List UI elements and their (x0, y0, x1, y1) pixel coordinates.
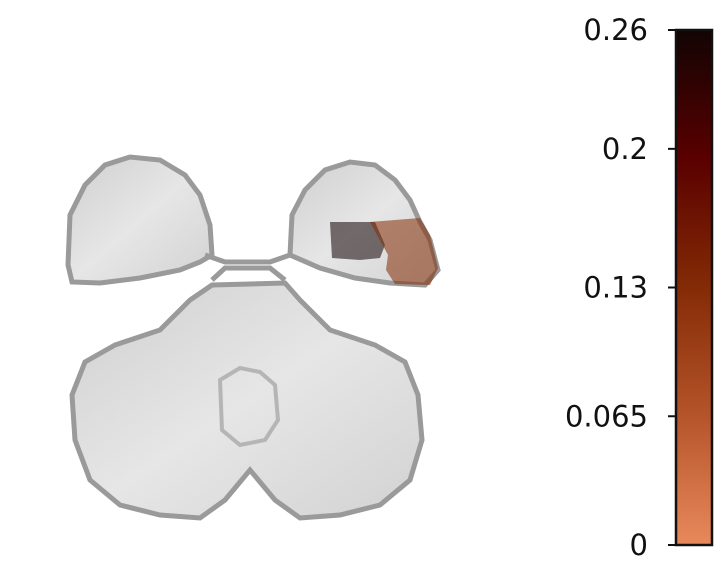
tick-label: 0 (630, 528, 648, 562)
tick-label: 0.13 (583, 271, 648, 305)
overlay (330, 218, 438, 285)
brain (65, 154, 441, 521)
tick-label: 0.065 (565, 399, 648, 433)
tick-label: 0.2 (602, 132, 648, 166)
bridge (204, 252, 291, 282)
colorbar (674, 28, 714, 547)
region (330, 222, 385, 260)
left-lobe (65, 154, 215, 286)
region (370, 218, 438, 285)
tick-label: 0.26 (583, 13, 648, 47)
vermis-detail (217, 365, 281, 448)
vermis-hemispheres (69, 280, 425, 521)
